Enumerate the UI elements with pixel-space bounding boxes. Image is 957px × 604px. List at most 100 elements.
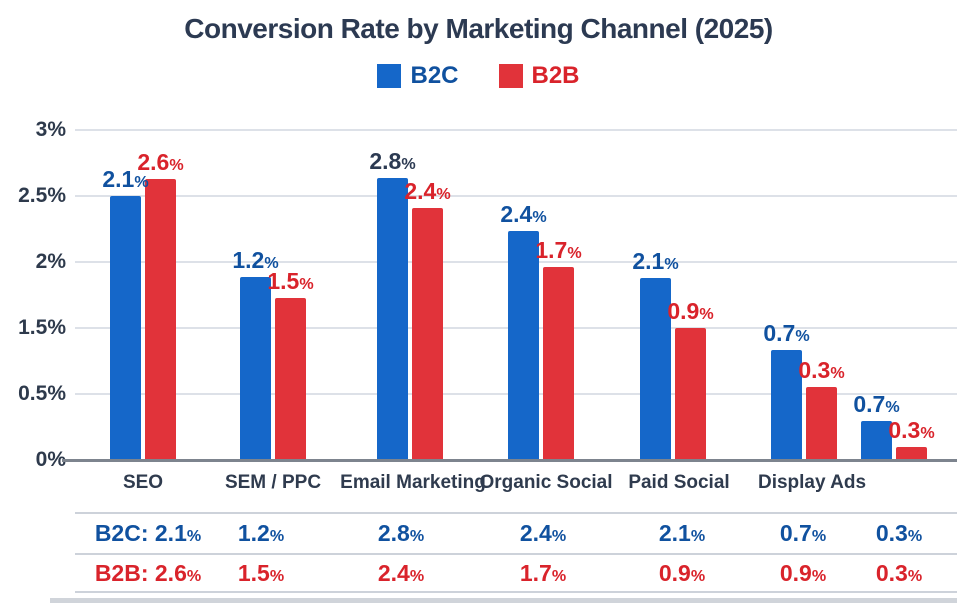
table-cell-b2c-4: 2.1% [659,519,705,550]
percent-sign: % [830,364,845,382]
table-cell-b2b-3: 1.7% [520,559,566,590]
value-number: 1.7 [535,237,568,263]
table-cell-b2b-6: 0.3% [876,559,922,590]
bar-b2c-0 [110,196,141,460]
bar-value-label-b2c-3: 2.4% [500,201,546,230]
table-cell-b2c-3: 2.4% [520,519,566,550]
y-axis-tick-label: 0% [35,448,66,471]
percent-sign: % [920,424,935,442]
percent-sign: % [409,567,425,585]
bar-value-label-b2c-6: 0.7% [853,391,899,420]
chart-title: Conversion Rate by Marketing Channel (20… [184,13,773,44]
bar-value-label-b2b-4: 0.9% [667,298,713,327]
value-number: 2.4 [500,201,533,227]
value-number: 0.7 [763,320,796,346]
value-number: 1.5 [237,560,270,586]
percent-sign: % [795,327,810,345]
value-number: 2.4 [519,520,552,546]
bar-value-label-b2c-5: 0.7% [763,320,809,349]
y-axis-tick-label: 0.5% [18,382,66,405]
value-number: 0.3 [888,417,921,443]
legend-swatch-b2c-icon [377,64,402,88]
category-label-0: SEO [122,472,164,493]
value-number: 0.9 [779,560,812,586]
value-number: 2.1 [658,520,691,546]
bar-b2b-4 [675,328,706,460]
table-row-separator-0 [75,512,957,514]
percent-sign: % [551,567,567,585]
table-cell-b2c-1: 1.2% [238,519,284,550]
value-number: 1.5 [267,268,300,294]
bar-b2b-5 [806,387,837,460]
table-cell-b2b-2: 2.4% [378,559,424,590]
percent-sign: % [699,305,714,323]
legend-label-b2c: B2C [410,62,459,89]
legend-item-b2c: B2C [377,62,459,90]
category-label-3: Organic Social [479,472,613,493]
value-number: 2.1 [632,248,665,274]
y-axis-tick-label: 2.5% [18,184,66,207]
value-number: 0.3 [798,357,831,383]
bar-b2b-6 [896,447,927,460]
value-number: 2.6 [137,149,170,175]
bar-value-label-b2b-5: 0.3% [798,357,844,386]
value-number: 0.7 [779,520,812,546]
bar-value-label-b2b-6: 0.3% [888,417,934,446]
bar-value-label-b2c-4: 2.1% [632,248,678,277]
bar-b2c-2 [377,178,408,460]
value-number: 1.7 [519,560,552,586]
percent-sign: % [186,527,202,545]
percent-sign: % [907,567,923,585]
value-number: 2.4 [404,178,437,204]
bar-b2b-3 [543,267,574,460]
percent-sign: % [664,255,679,273]
bar-b2c-1 [240,277,271,460]
percent-sign: % [907,527,923,545]
table-row-separator-1 [75,553,957,555]
percent-sign: % [264,254,279,272]
percent-sign: % [169,156,184,174]
percent-sign: % [436,185,451,203]
legend-item-b2b: B2B [498,62,580,90]
value-number: B2B: 2.6 [94,560,187,586]
bar-b2c-6 [861,421,892,460]
value-number: B2C: 2.1 [94,520,187,546]
percent-sign: % [401,155,416,173]
table-cell-b2b-0: B2B: 2.6% [95,559,201,590]
value-number: 0.3 [875,560,908,586]
table-cell-b2c-6: 0.3% [876,519,922,550]
bar-b2c-4 [640,278,671,460]
percent-sign: % [811,567,827,585]
percent-sign: % [690,567,706,585]
percent-sign: % [409,527,425,545]
percent-sign: % [134,173,149,191]
y-axis-tick-label: 1.5% [18,316,66,339]
category-label-2: Email Marketing [340,472,486,493]
table-cell-b2b-4: 0.9% [659,559,705,590]
value-number: 0.9 [658,560,691,586]
percent-sign: % [567,244,582,262]
value-number: 0.9 [667,298,700,324]
category-label-1: SEM / PPC [224,472,322,493]
percent-sign: % [690,527,706,545]
bar-b2b-2 [412,208,443,460]
bar-value-label-b2c-2: 2.8% [369,148,415,177]
gridline [75,195,957,197]
bar-b2b-1 [275,298,306,460]
bar-value-label-b2c-0: 2.1% [102,166,148,195]
value-number: 0.7 [853,391,886,417]
percent-sign: % [532,208,547,226]
bar-value-label-b2b-2: 2.4% [404,178,450,207]
legend-swatch-b2b-icon [498,64,523,88]
bar-value-label-b2c-1: 1.2% [232,247,278,276]
table-cell-b2c-0: B2C: 2.1% [95,519,201,550]
table-cell-b2b-5: 0.9% [780,559,826,590]
value-number: 1.2 [232,247,265,273]
table-cell-b2b-1: 1.5% [238,559,284,590]
gridline [75,129,957,131]
bar-b2c-3 [508,231,539,460]
bar-b2b-0 [145,179,176,460]
percent-sign: % [269,567,285,585]
bottom-strip [50,598,957,603]
value-number: 2.1 [102,166,135,192]
